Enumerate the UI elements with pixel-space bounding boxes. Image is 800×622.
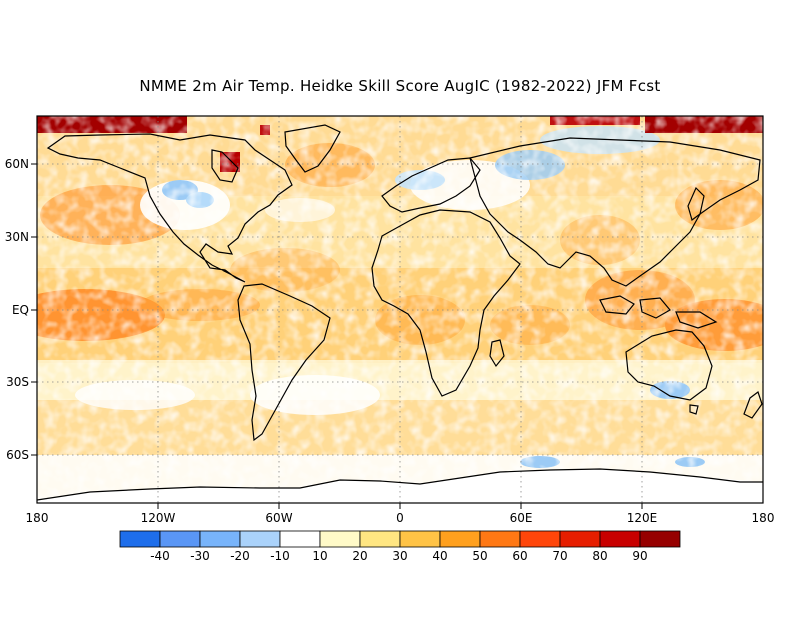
lat-label-30n: 30N: [5, 230, 29, 244]
legend-label: -30: [190, 549, 210, 563]
legend-label: 30: [392, 549, 407, 563]
lon-label-120e: 120E: [627, 511, 658, 525]
legend-swatch: [599, 530, 641, 548]
lat-axis: 60N 30N EQ 30S 60S: [5, 157, 29, 462]
map-title: NMME 2m Air Temp. Heidke Skill Score Aug…: [139, 77, 661, 95]
legend-label: 20: [352, 549, 367, 563]
legend-swatch: [519, 530, 561, 548]
legend-label: 90: [632, 549, 647, 563]
legend-label: -20: [230, 549, 250, 563]
legend-label: 10: [312, 549, 327, 563]
legend-label: 60: [512, 549, 527, 563]
lon-label-60e: 60E: [510, 511, 533, 525]
legend-label: 50: [472, 549, 487, 563]
legend-swatch: [199, 530, 241, 548]
skill-field: [37, 116, 763, 503]
legend-label: -10: [270, 549, 290, 563]
legend-swatch: [159, 530, 201, 548]
legend-colorbar: -40 -30 -20 -10 10 20 30 40 50 60 70 80 90: [119, 530, 681, 563]
legend-label: 80: [592, 549, 607, 563]
legend-swatch: [439, 530, 481, 548]
legend-swatch: [359, 530, 401, 548]
lon-label-180e: 180: [752, 511, 775, 525]
axis-ticks: [31, 163, 643, 509]
legend-label: 70: [552, 549, 567, 563]
legend-swatch: [479, 530, 521, 548]
lon-label-60w: 60W: [265, 511, 292, 525]
legend-swatch: [319, 530, 361, 548]
legend-label: 40: [432, 549, 447, 563]
legend-swatch: [239, 530, 281, 548]
lat-label-60s: 60S: [6, 448, 29, 462]
legend-swatch: [399, 530, 441, 548]
coastlines: [37, 124, 763, 501]
legend-label: -40: [150, 549, 170, 563]
lat-label-60n: 60N: [5, 157, 29, 171]
lat-label-30s: 30S: [6, 375, 29, 389]
legend-swatch: [119, 530, 161, 548]
lon-axis: 180 120W 60W 0 60E 120E 180: [26, 511, 775, 525]
legend-swatch: [639, 530, 681, 548]
lat-label-eq: EQ: [12, 303, 29, 317]
legend-swatch: [559, 530, 601, 548]
lon-label-180w: 180: [26, 511, 49, 525]
lon-label-0: 0: [396, 511, 404, 525]
legend-swatch: [279, 530, 321, 548]
lon-label-120w: 120W: [141, 511, 176, 525]
